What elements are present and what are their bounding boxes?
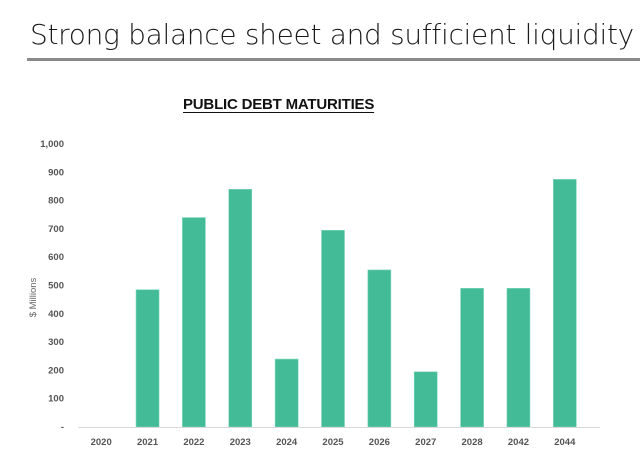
y-tick-label: 200 (48, 365, 64, 376)
y-tick-label: 500 (48, 281, 64, 292)
title-divider (27, 58, 640, 61)
y-axis-label: $ Millions (28, 277, 39, 317)
x-tick-label: 2044 (554, 437, 576, 448)
bar-2025 (321, 230, 345, 428)
y-tick-label: 700 (48, 224, 64, 235)
x-tick-label: 2022 (183, 437, 204, 448)
x-tick-label: 2025 (322, 437, 344, 448)
y-tick-label: 900 (48, 167, 64, 178)
bar-2024 (274, 358, 299, 428)
slide-title: Strong balance sheet and sufficient liqu… (30, 18, 634, 51)
x-tick-label: 2042 (508, 437, 529, 448)
y-tick-label: 300 (48, 337, 64, 348)
bar-2028 (460, 288, 484, 428)
x-tick-label: 2027 (415, 437, 436, 448)
y-tick-label: 600 (48, 252, 64, 263)
bar-2022 (182, 217, 206, 428)
x-tick-label: 2026 (369, 437, 390, 448)
y-tick-label: 100 (48, 394, 64, 405)
bar-2023 (228, 188, 253, 428)
y-tick-label: 800 (48, 196, 64, 207)
bars (135, 179, 577, 428)
x-tick-label: 2024 (276, 437, 298, 448)
bar-2042 (506, 288, 531, 428)
chart-title: PUBLIC DEBT MATURITIES (183, 96, 375, 113)
x-tick-label: 2021 (137, 437, 159, 448)
x-tick-label: 2023 (230, 437, 251, 448)
bar-2027 (413, 371, 438, 428)
bar-2044 (553, 179, 577, 428)
x-tick-label: 2028 (462, 437, 483, 448)
y-tick-label: - (61, 422, 64, 433)
bar-2021 (135, 289, 160, 428)
x-axis-ticks: 2020 2021 2022 2023 2024 2025 2026 2027 2028 2042… (91, 437, 576, 448)
y-tick-label: 1,000 (40, 139, 64, 150)
x-tick-label: 2020 (91, 437, 112, 448)
y-tick-label: 400 (48, 309, 64, 320)
bar-2026 (367, 269, 392, 428)
y-axis-ticks: - 100 200 300 400 500 600 700 800 900 1,000 (40, 139, 64, 433)
